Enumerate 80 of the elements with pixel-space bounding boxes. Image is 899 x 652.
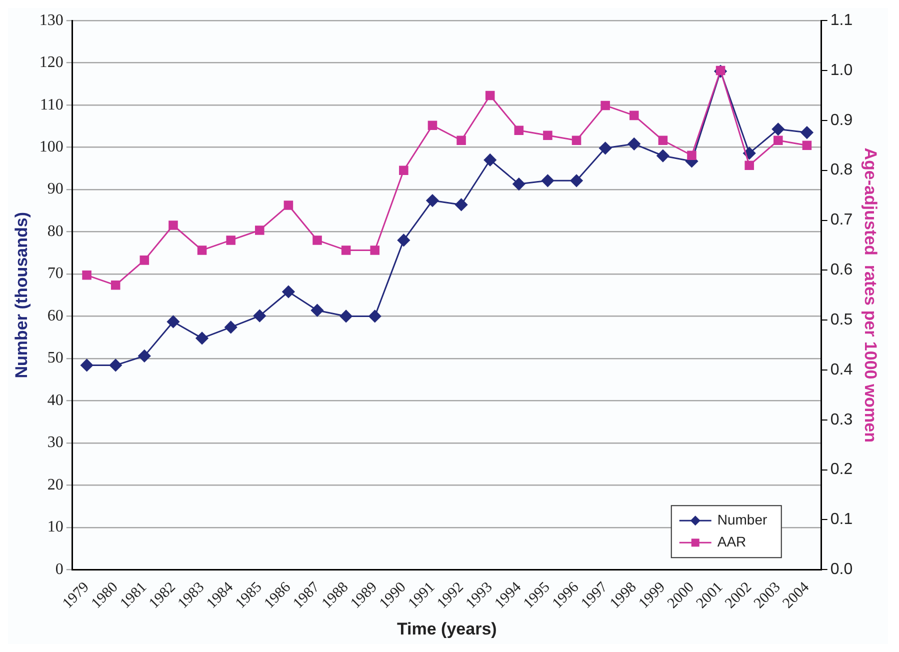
- y-tick-label: 10: [47, 518, 64, 536]
- point: [658, 136, 668, 146]
- y2-tick-label: 0.2: [830, 461, 853, 478]
- point: [802, 140, 812, 150]
- point: [397, 234, 410, 246]
- y2-tick-label: 1.0: [830, 62, 853, 79]
- y-tick-label: 0: [55, 560, 64, 578]
- y2-tick-label: 0.6: [830, 262, 853, 279]
- legend-label: AAR: [717, 534, 746, 550]
- y2-tick-label: 1.1: [830, 12, 853, 30]
- point: [196, 332, 208, 344]
- point: [456, 136, 466, 146]
- point: [138, 350, 151, 362]
- y-tick-label: 20: [47, 476, 64, 494]
- point: [284, 200, 294, 210]
- point: [426, 194, 439, 207]
- y-tick-label: 50: [47, 350, 64, 367]
- y2-tick-label: 0.1: [830, 511, 853, 528]
- y2-tick-label: 0.9: [830, 112, 853, 129]
- point: [485, 90, 495, 100]
- point: [541, 174, 554, 187]
- point: [312, 236, 322, 245]
- point: [399, 166, 408, 175]
- point: [166, 315, 180, 328]
- y-tick-label: 90: [47, 180, 64, 198]
- y-tick-label: 100: [39, 138, 64, 156]
- y2-tick-label: 0.0: [830, 561, 853, 578]
- y-tick-label: 70: [47, 265, 64, 282]
- y-tick-label: 120: [39, 54, 64, 72]
- point: [600, 100, 610, 110]
- y2-tick-label: 0.8: [830, 162, 853, 179]
- y-axis-title: Number (thousands): [12, 212, 31, 378]
- point: [514, 126, 524, 136]
- point: [253, 310, 266, 322]
- point: [368, 310, 382, 322]
- legend-label: Number: [717, 512, 768, 528]
- x-axis-title: Time (years): [396, 619, 497, 638]
- point: [226, 236, 236, 245]
- point: [512, 178, 526, 190]
- point: [570, 174, 583, 187]
- point: [572, 136, 582, 146]
- point: [629, 110, 639, 120]
- point: [628, 138, 640, 150]
- point: [428, 120, 438, 130]
- point: [656, 150, 670, 162]
- point: [109, 358, 122, 372]
- point: [255, 226, 264, 235]
- point: [341, 246, 351, 255]
- y-tick-label: 80: [47, 222, 64, 240]
- y2-tick-label: 0.4: [830, 361, 853, 378]
- point: [82, 270, 92, 280]
- point: [110, 280, 120, 290]
- point: [484, 154, 496, 166]
- y-tick-label: 130: [39, 12, 64, 29]
- point: [224, 320, 238, 334]
- point: [80, 358, 94, 372]
- point: [340, 310, 352, 322]
- point: [772, 122, 784, 136]
- point: [197, 246, 207, 255]
- point: [370, 246, 380, 255]
- point: [599, 142, 612, 154]
- point: [687, 150, 696, 160]
- y2-tick-label: 0.7: [830, 212, 853, 229]
- y2-tick-label: 0.3: [830, 411, 853, 428]
- point: [744, 160, 754, 170]
- point: [311, 304, 324, 317]
- point: [543, 130, 552, 140]
- y-tick-label: 110: [40, 96, 64, 114]
- point: [455, 198, 468, 211]
- y-tick-label: 60: [47, 307, 64, 324]
- x-tick-label: 2001: [694, 579, 726, 612]
- y2-tick-label: 0.5: [830, 311, 853, 328]
- y2-axis-title: Age-adjusted rates per 1000 women: [861, 148, 880, 443]
- point: [282, 286, 295, 298]
- point: [168, 220, 178, 230]
- y-tick-label: 40: [47, 392, 64, 409]
- point: [140, 256, 150, 265]
- point: [800, 126, 814, 139]
- y-tick-label: 30: [47, 434, 64, 452]
- point: [774, 136, 783, 146]
